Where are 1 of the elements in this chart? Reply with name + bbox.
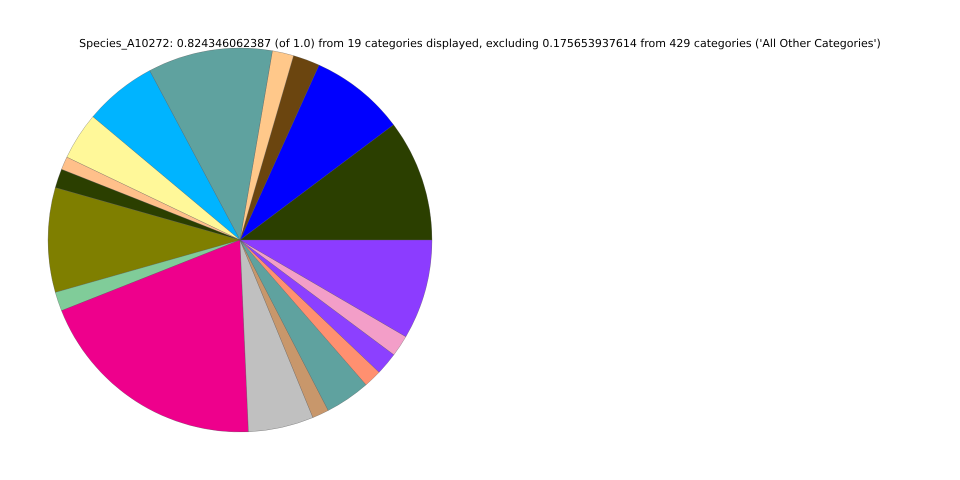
text: Species_A10272: 0.824346062387 (of 1.0) from 19 categories displayed, excluding 0.175653937614 from 429 categories ('All Other Categories') bbox=[79, 37, 881, 50]
